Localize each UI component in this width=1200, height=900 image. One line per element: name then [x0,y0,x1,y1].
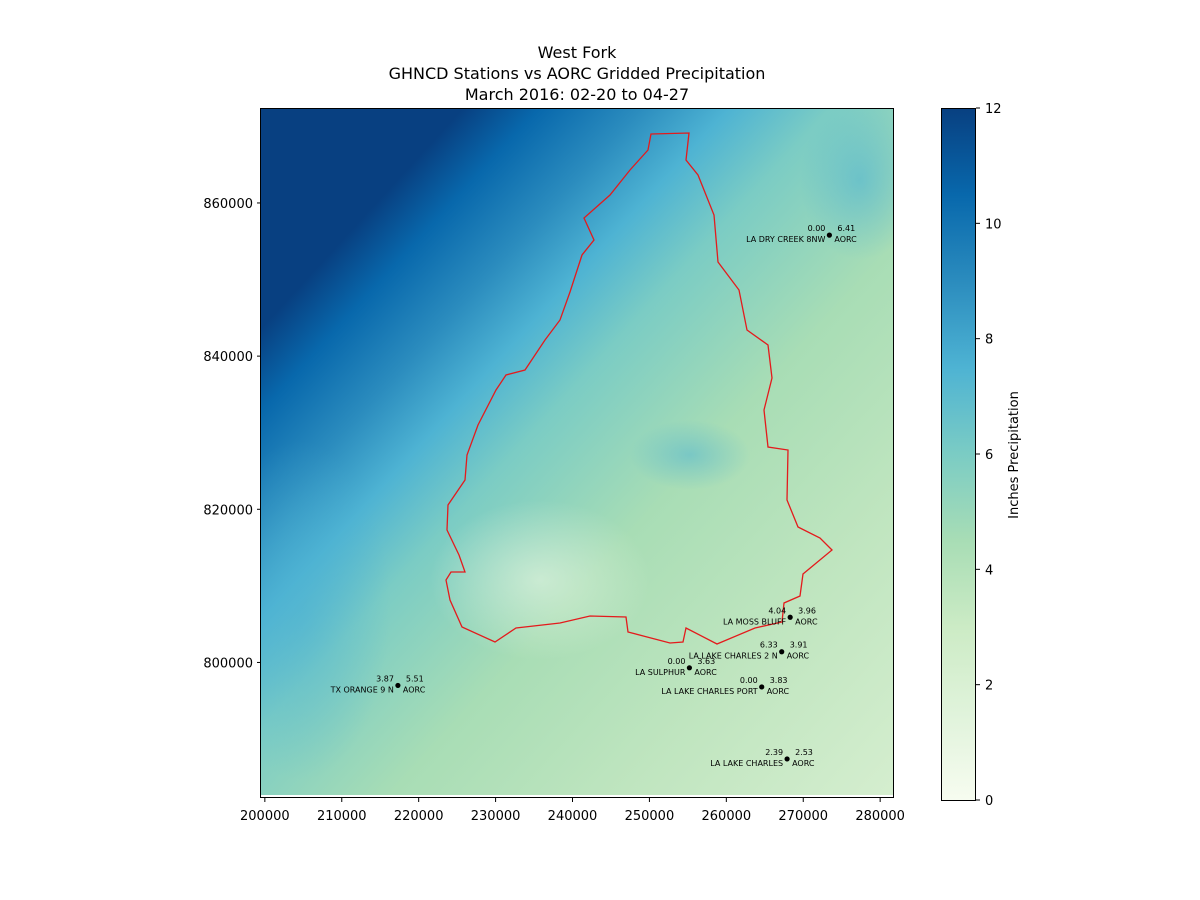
station-dot [395,682,401,689]
colorbar-tick-label: 2 [985,679,993,694]
watershed-boundary [445,132,833,645]
station-aorc-label: AORC [694,668,717,677]
station-ghcnd-value: 2.39 [765,748,783,757]
colorbar-label: Inches Precipitation [1007,391,1022,519]
station-name: LA LAKE CHARLES [710,759,783,768]
x-tick-label: 250000 [625,809,675,824]
colorbar-ticks: 0 2 4 6 8 10 12 [976,102,1002,809]
colorbar-tick-label: 10 [985,217,1002,232]
station-name: TX ORANGE 9 N [330,685,394,694]
station-dot [826,232,832,238]
station-marker: 0.00 3.63 LA SULPHUR AORC [635,657,717,677]
station-dot [759,684,765,690]
station-aorc-label: AORC [795,617,818,626]
station-aorc-value: 3.63 [697,657,715,666]
y-axis: 800000 820000 840000 860000 [203,197,261,671]
x-tick-label: 240000 [548,809,598,824]
colorbar-tick-label: 12 [985,102,1002,117]
station-marker: 6.33 3.91 LA LAKE CHARLES 2 N AORC [689,641,810,661]
station-aorc-label: AORC [767,687,790,696]
station-name: LA LAKE CHARLES 2 N [689,652,778,661]
x-tick-label: 230000 [471,809,521,824]
colorbar-tick-label: 4 [985,563,993,578]
station-name: LA DRY CREEK 8NW [746,235,825,244]
station-aorc-value: 3.96 [798,606,816,615]
title-line-3: March 2016: 02-20 to 04-27 [464,85,690,104]
y-tick-label: 820000 [203,503,253,518]
x-tick-label: 270000 [778,809,828,824]
station-name: LA SULPHUR [635,668,686,677]
y-tick-label: 840000 [203,350,253,365]
station-aorc-value: 6.41 [837,224,855,233]
colorbar: 0 2 4 6 8 10 12 Inches Precipitation [941,102,1022,809]
x-axis: 200000 210000 220000 230000 240000 250000 2600… [240,798,905,824]
station-marker: 4.04 3.96 LA MOSS BLUFF AORC [723,606,818,626]
title-line-1: West Fork [537,43,617,62]
x-tick-label: 200000 [240,809,290,824]
station-marker: 2.39 2.53 LA LAKE CHARLES AORC [710,748,815,768]
station-ghcnd-value: 0.00 [808,224,826,233]
station-dot [779,649,785,655]
x-tick-label: 220000 [394,809,444,824]
station-ghcnd-value: 4.04 [768,606,786,615]
station-aorc-value: 2.53 [795,748,813,757]
station-aorc-label: AORC [403,685,426,694]
station-ghcnd-value: 3.87 [376,674,394,683]
colorbar-gradient [941,108,976,801]
colorbar-tick-label: 0 [985,794,993,809]
station-aorc-label: AORC [792,759,815,768]
y-tick-label: 860000 [203,197,253,212]
station-ghcnd-value: 6.33 [760,641,778,650]
station-aorc-label: AORC [834,235,857,244]
station-name: LA LAKE CHARLES PORT [661,687,757,696]
x-tick-label: 260000 [702,809,752,824]
stations-layer: 0.00 6.41 LA DRY CREEK 8NW AORC 4.04 3.96 LA M… [330,224,858,768]
figure-title: West Fork GHNCD Stations vs AORC Gridded… [260,42,894,105]
station-aorc-value: 3.91 [790,641,808,650]
precipitation-raster [261,108,894,798]
plot-frame [260,108,894,798]
x-tick-label: 280000 [855,809,905,824]
station-ghcnd-value: 0.00 [740,676,758,685]
station-aorc-value: 5.51 [406,674,424,683]
station-ghcnd-value: 0.00 [668,657,686,666]
y-tick-label: 800000 [203,656,253,671]
colorbar-tick-label: 8 [985,333,993,348]
station-marker: 0.00 6.41 LA DRY CREEK 8NW AORC [746,224,857,244]
station-name: LA MOSS BLUFF [723,617,787,626]
station-aorc-value: 3.83 [770,676,788,685]
station-dot [784,756,790,762]
station-dot [686,665,693,671]
station-dot [787,614,793,620]
title-line-2: GHNCD Stations vs AORC Gridded Precipita… [388,64,766,83]
station-aorc-label: AORC [787,652,810,661]
station-marker: 0.00 3.83 LA LAKE CHARLES PORT AORC [661,676,789,696]
station-marker: 3.87 5.51 TX ORANGE 9 N AORC [330,674,426,694]
x-tick-label: 210000 [317,809,367,824]
colorbar-tick-label: 6 [985,448,993,463]
